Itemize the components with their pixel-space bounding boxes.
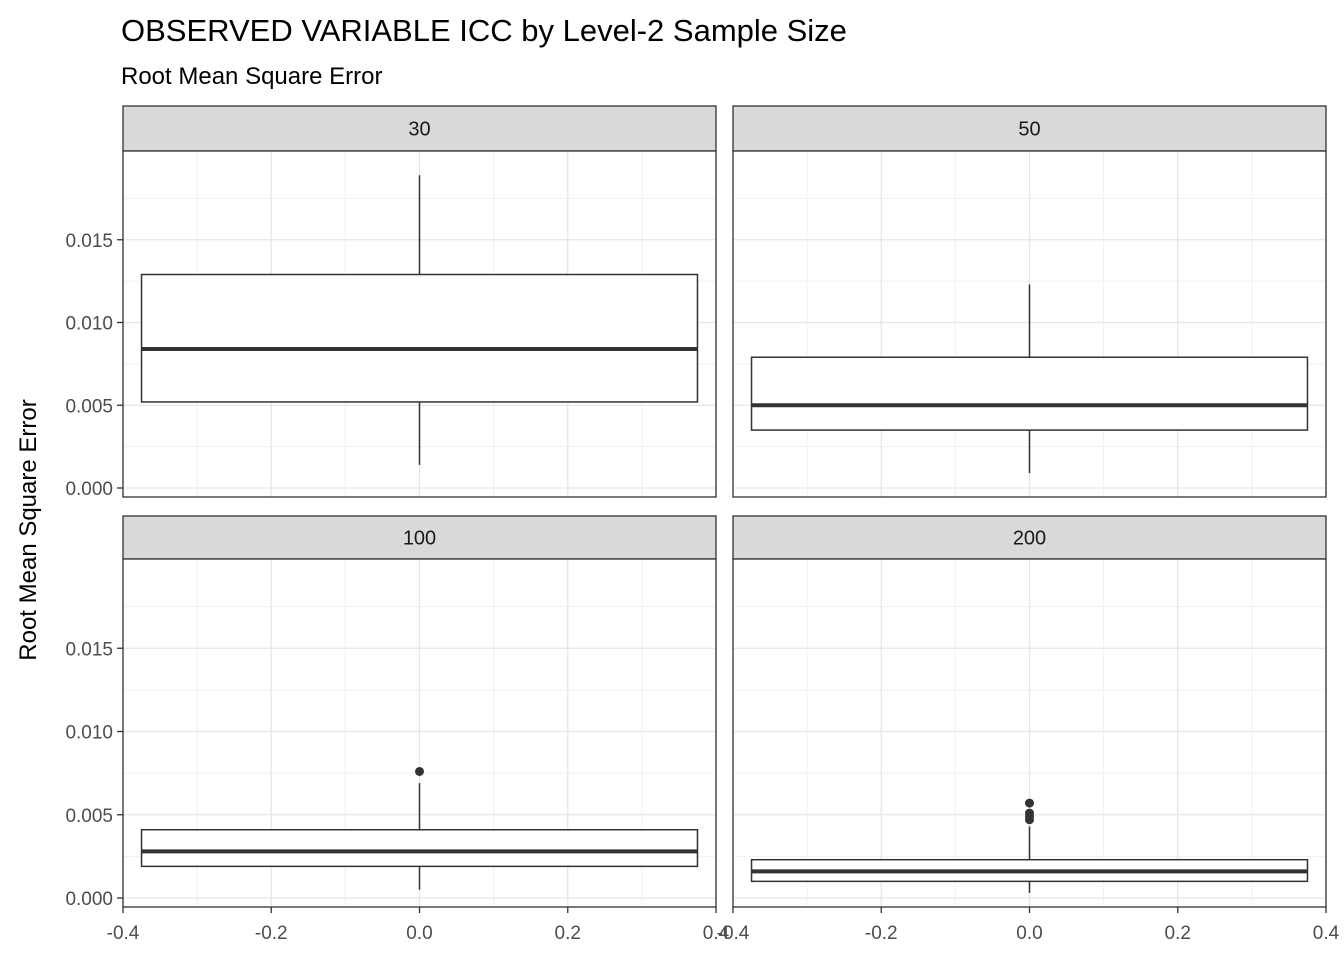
y-tick-label: 0.015: [65, 639, 113, 660]
outlier-point: [1025, 808, 1034, 818]
panel-200: 200 -0.4 -0.2 0.0 0.2 0.4: [717, 515, 1340, 944]
y-tick-label: 0.015: [65, 231, 113, 252]
strip-200: [732, 515, 1327, 560]
outlier-point: [1025, 798, 1034, 808]
panel-50: 50: [732, 105, 1327, 498]
y-tick-label: 0.000: [65, 479, 113, 500]
facet-panels: 30 0.000 0.005 0.010 0.015 50 100 0.000 0.005 0.0…: [65, 105, 1340, 944]
y-tick-label: 0.005: [65, 806, 113, 827]
x-tick-label: 0.4: [703, 923, 730, 944]
x-tick-label: -0.4: [717, 923, 750, 944]
strip-50: [732, 105, 1327, 152]
strip-100: [122, 515, 717, 560]
y-axis-label: Root Mean Square Error: [15, 399, 42, 660]
strip-label-100: 100: [403, 528, 436, 550]
panel-border: [122, 150, 717, 498]
x-tick-label: -0.4: [107, 923, 140, 944]
panel-100: 100 0.000 0.005 0.010 0.015 -0.4 -0.2 0.0 0.2 0.4: [65, 515, 730, 944]
y-tick-label: 0.005: [65, 396, 113, 417]
x-tick-label: 0.0: [1016, 923, 1042, 944]
y-tick-label: 0.010: [65, 314, 113, 335]
x-tick-label: -0.2: [255, 923, 288, 944]
strip-label-200: 200: [1013, 528, 1046, 550]
strip-label-50: 50: [1018, 119, 1040, 141]
x-tick-label: -0.2: [865, 923, 898, 944]
x-tick-label: 0.2: [555, 923, 581, 944]
chart-subtitle: Root Mean Square Error: [121, 63, 382, 90]
box: [750, 356, 1309, 431]
box: [140, 273, 699, 403]
panel-border: [732, 150, 1327, 498]
box: [140, 828, 699, 868]
chart-title: OBSERVED VARIABLE ICC by Level-2 Sample …: [121, 13, 847, 48]
x-tick-label: 0.4: [1313, 923, 1340, 944]
strip-30: [122, 105, 717, 152]
y-tick-label: 0.010: [65, 723, 113, 744]
outlier-point: [415, 766, 424, 776]
y-tick-label: 0.000: [65, 889, 113, 910]
x-tick-label: 0.2: [1165, 923, 1191, 944]
strip-label-30: 30: [408, 119, 430, 141]
panel-30: 30 0.000 0.005 0.010 0.015: [65, 105, 717, 500]
x-tick-label: 0.0: [406, 923, 432, 944]
